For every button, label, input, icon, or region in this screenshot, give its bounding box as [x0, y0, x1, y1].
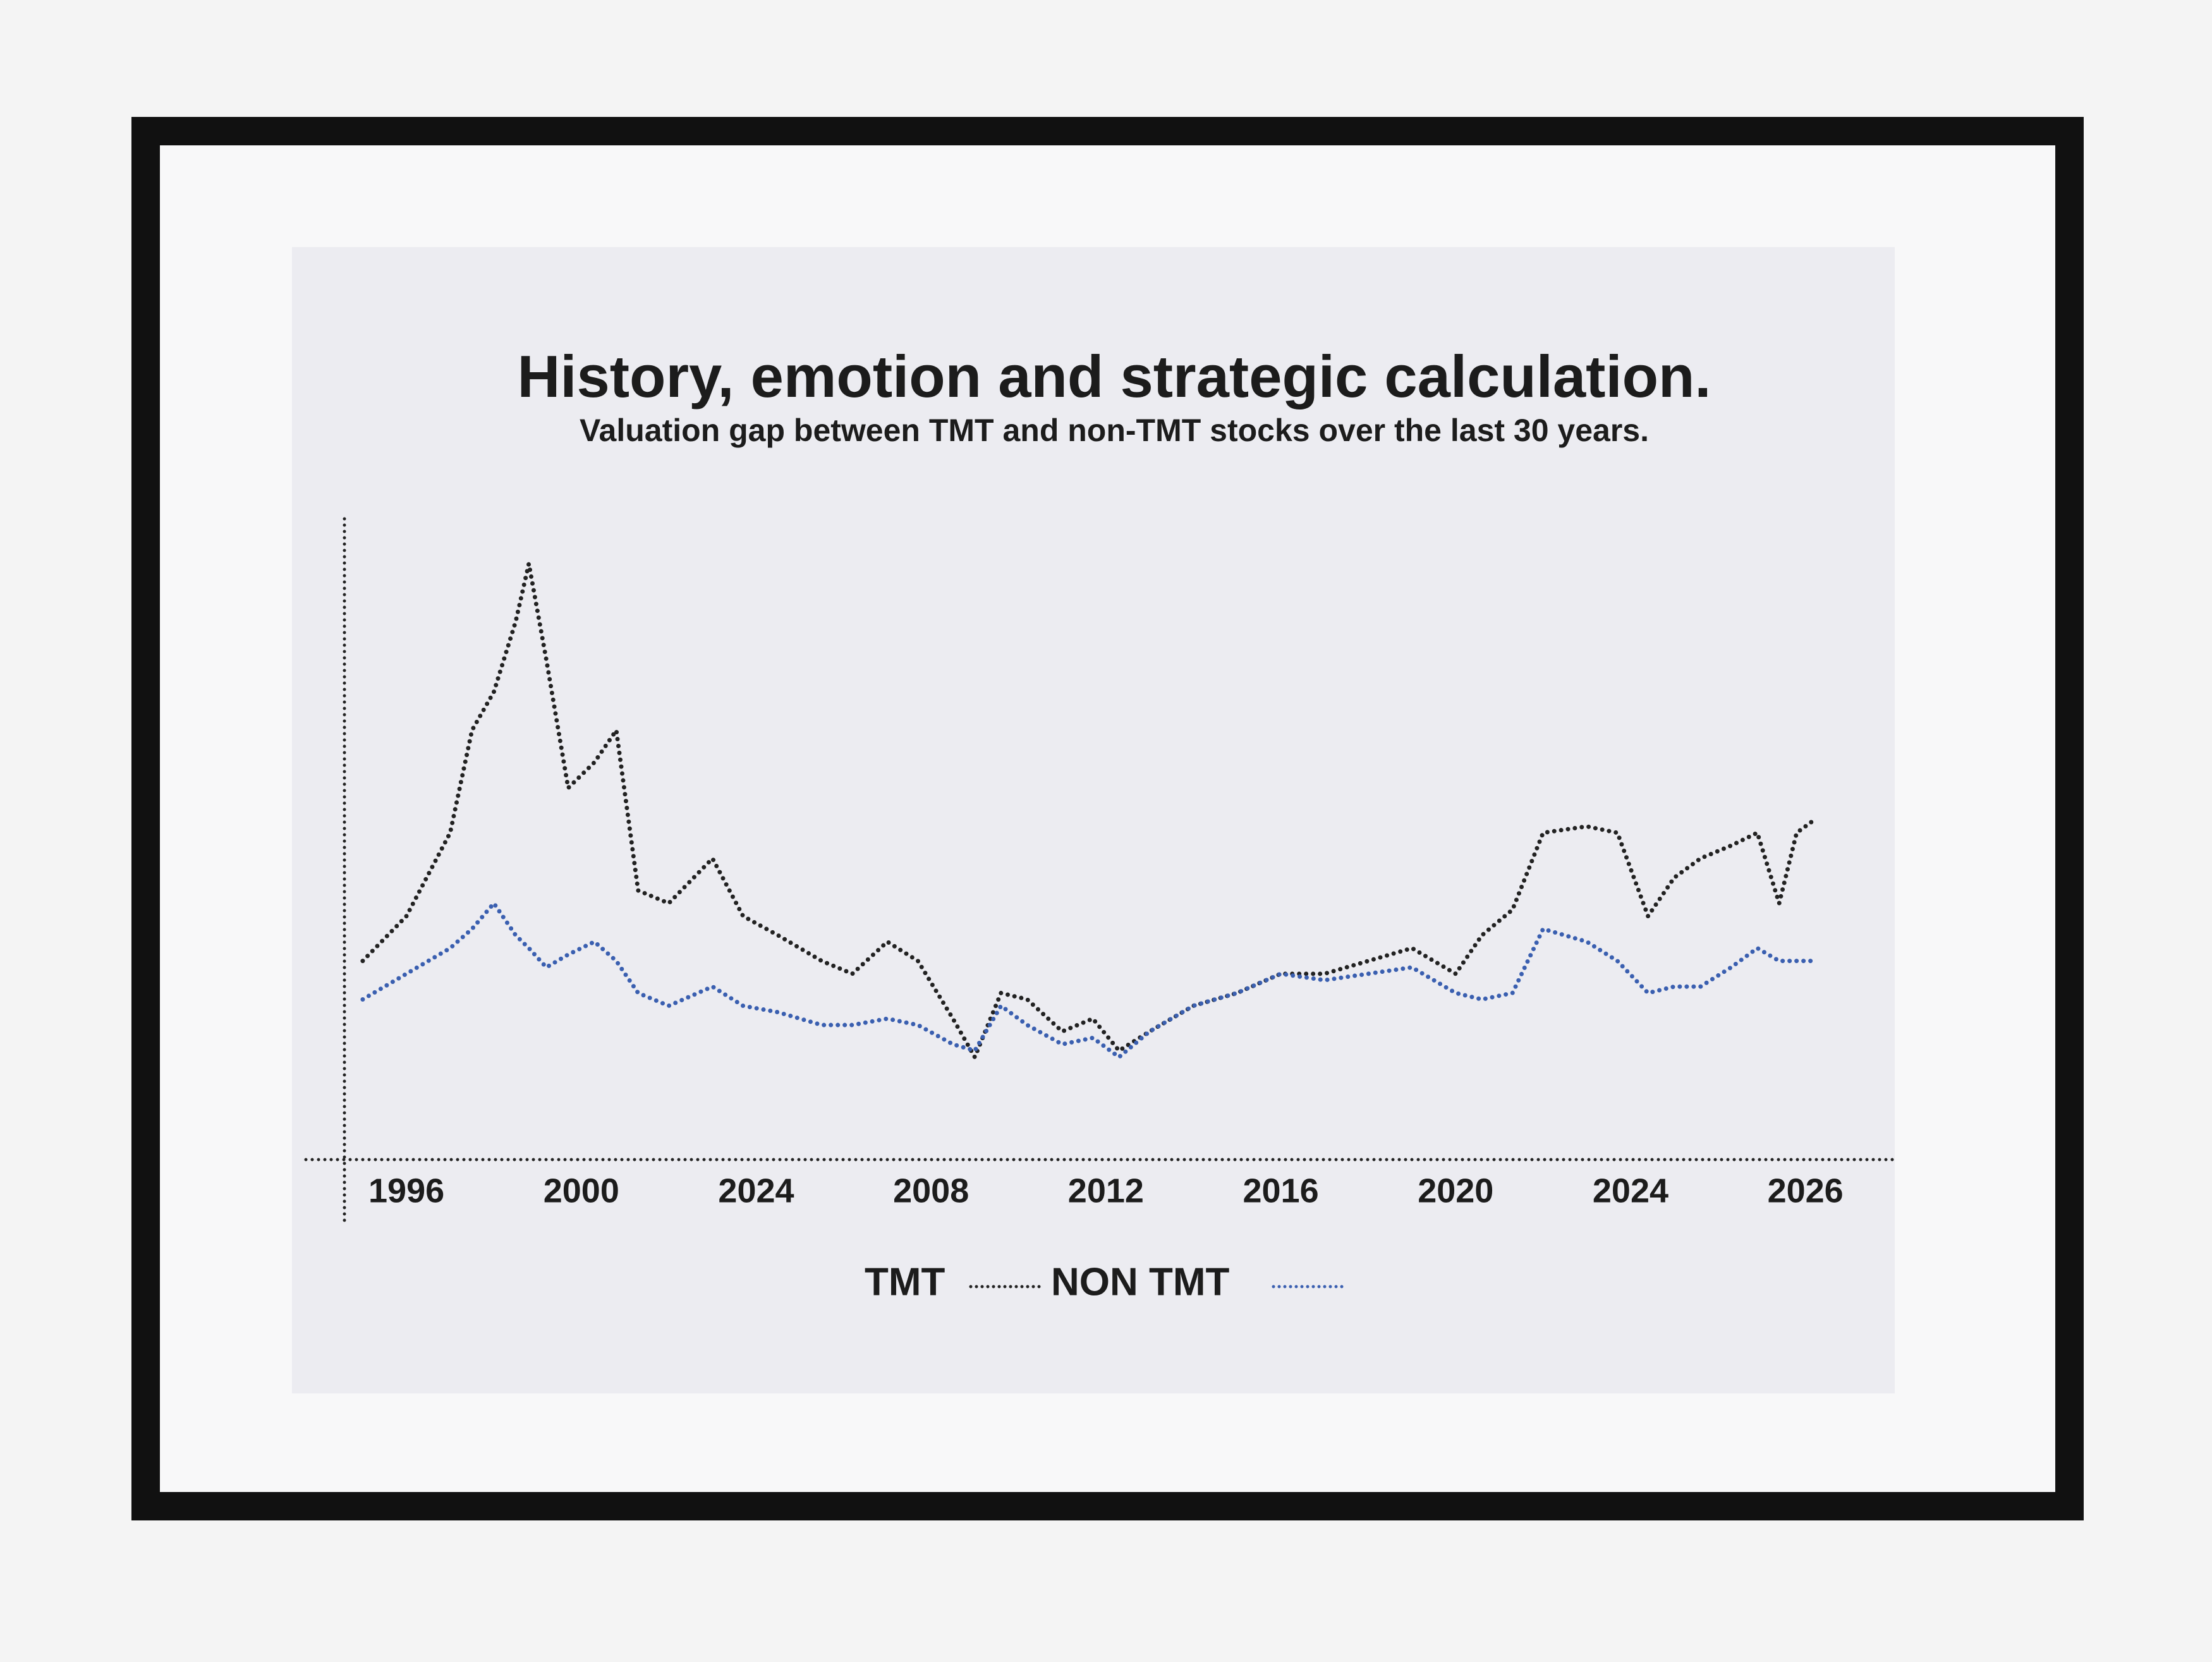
x-tick-label: 2026 — [1768, 1172, 1844, 1210]
chart-title: History, emotion and strategic calculati… — [517, 343, 1711, 409]
series-line — [360, 561, 1816, 1060]
legend-label: TMT — [865, 1260, 945, 1304]
x-tick-label: 2024 — [718, 1172, 794, 1210]
chart-subtitle: Valuation gap between TMT and non-TMT st… — [580, 413, 1649, 448]
x-tick-label: 2016 — [1243, 1172, 1318, 1210]
x-tick-label: 2012 — [1068, 1172, 1144, 1210]
legend-label: NON TMT — [1051, 1260, 1230, 1304]
series-line — [360, 901, 1816, 1060]
x-tick-label: 2020 — [1418, 1172, 1493, 1210]
x-tick-label: 1996 — [368, 1172, 444, 1210]
x-tick-label: 2000 — [544, 1172, 619, 1210]
x-tick-label: 2008 — [893, 1172, 969, 1210]
legend: TMT NON TMT — [865, 1260, 1345, 1304]
x-tick-label: 2024 — [1593, 1172, 1668, 1210]
paper — [292, 247, 1895, 1393]
